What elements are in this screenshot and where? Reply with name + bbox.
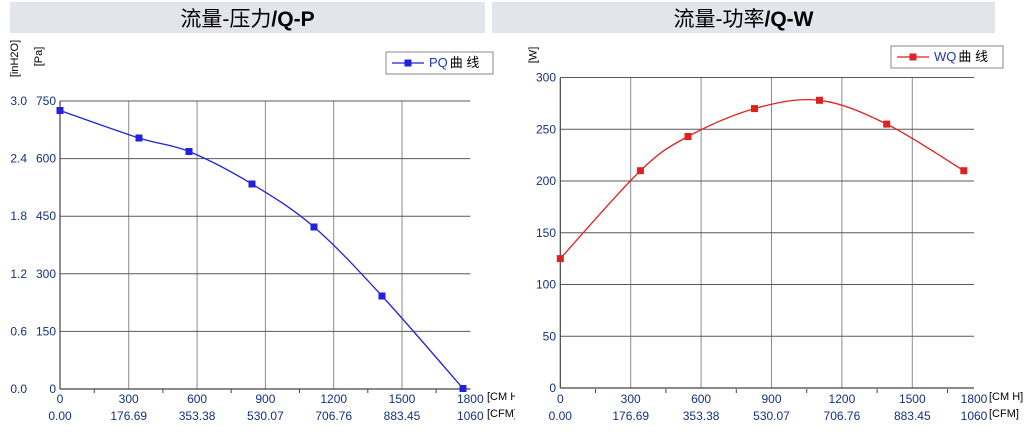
svg-text:WQ曲 线: WQ 曲 线 bbox=[934, 49, 988, 64]
svg-text:600: 600 bbox=[36, 152, 56, 166]
svg-text:353.38: 353.38 bbox=[179, 409, 216, 423]
svg-text:900: 900 bbox=[761, 392, 781, 406]
svg-text:[CM H]: [CM H] bbox=[989, 391, 1023, 403]
svg-text:150: 150 bbox=[36, 324, 56, 338]
svg-text:PQ曲 线: PQ 曲 线 bbox=[429, 55, 479, 70]
svg-text:0: 0 bbox=[557, 392, 564, 406]
svg-text:176.69: 176.69 bbox=[612, 409, 649, 423]
svg-text:3.0: 3.0 bbox=[10, 94, 27, 108]
svg-text:706.76: 706.76 bbox=[824, 409, 861, 423]
svg-text:0: 0 bbox=[49, 382, 56, 396]
svg-text:0.00: 0.00 bbox=[48, 409, 72, 423]
svg-text:0.00: 0.00 bbox=[549, 409, 573, 423]
svg-text:300: 300 bbox=[621, 392, 641, 406]
svg-text:176.69: 176.69 bbox=[110, 409, 147, 423]
svg-text:883.45: 883.45 bbox=[384, 409, 421, 423]
svg-text:1500: 1500 bbox=[389, 392, 416, 406]
svg-text:[CM H]: [CM H] bbox=[487, 391, 515, 403]
svg-text:706.76: 706.76 bbox=[315, 409, 352, 423]
svg-text:1060: 1060 bbox=[961, 409, 988, 423]
svg-text:0: 0 bbox=[57, 392, 64, 406]
svg-text:1.2: 1.2 bbox=[10, 267, 27, 281]
svg-text:600: 600 bbox=[691, 392, 711, 406]
svg-text:[CFM]: [CFM] bbox=[487, 408, 515, 420]
svg-text:[CFM]: [CFM] bbox=[989, 408, 1019, 420]
svg-text:600: 600 bbox=[187, 392, 207, 406]
svg-text:900: 900 bbox=[255, 392, 275, 406]
svg-text:1200: 1200 bbox=[320, 392, 347, 406]
svg-text:750: 750 bbox=[36, 94, 56, 108]
svg-text:353.38: 353.38 bbox=[683, 409, 720, 423]
svg-text:250: 250 bbox=[536, 122, 556, 136]
svg-text:300: 300 bbox=[36, 267, 56, 281]
svg-text:100: 100 bbox=[536, 278, 556, 292]
svg-text:[Pa]: [Pa] bbox=[33, 47, 45, 67]
svg-text:[inH2O]: [inH2O] bbox=[9, 40, 21, 77]
svg-text:300: 300 bbox=[536, 71, 556, 85]
svg-text:1500: 1500 bbox=[899, 392, 926, 406]
svg-text:1200: 1200 bbox=[829, 392, 856, 406]
svg-text:300: 300 bbox=[119, 392, 139, 406]
svg-text:150: 150 bbox=[536, 226, 556, 240]
svg-text:0.0: 0.0 bbox=[10, 382, 27, 396]
svg-text:883.45: 883.45 bbox=[894, 409, 931, 423]
svg-text:1060: 1060 bbox=[457, 409, 484, 423]
svg-text:50: 50 bbox=[543, 329, 557, 343]
svg-text:200: 200 bbox=[536, 174, 556, 188]
svg-text:450: 450 bbox=[36, 209, 56, 223]
svg-text:530.07: 530.07 bbox=[247, 409, 284, 423]
svg-text:1.8: 1.8 bbox=[10, 209, 27, 223]
svg-text:0.6: 0.6 bbox=[10, 324, 27, 338]
svg-text:1800: 1800 bbox=[457, 392, 484, 406]
svg-text:0: 0 bbox=[549, 381, 556, 395]
svg-text:2.4: 2.4 bbox=[10, 152, 27, 166]
svg-text:[W]: [W] bbox=[528, 47, 540, 64]
svg-text:530.07: 530.07 bbox=[753, 409, 790, 423]
svg-text:1800: 1800 bbox=[961, 392, 988, 406]
